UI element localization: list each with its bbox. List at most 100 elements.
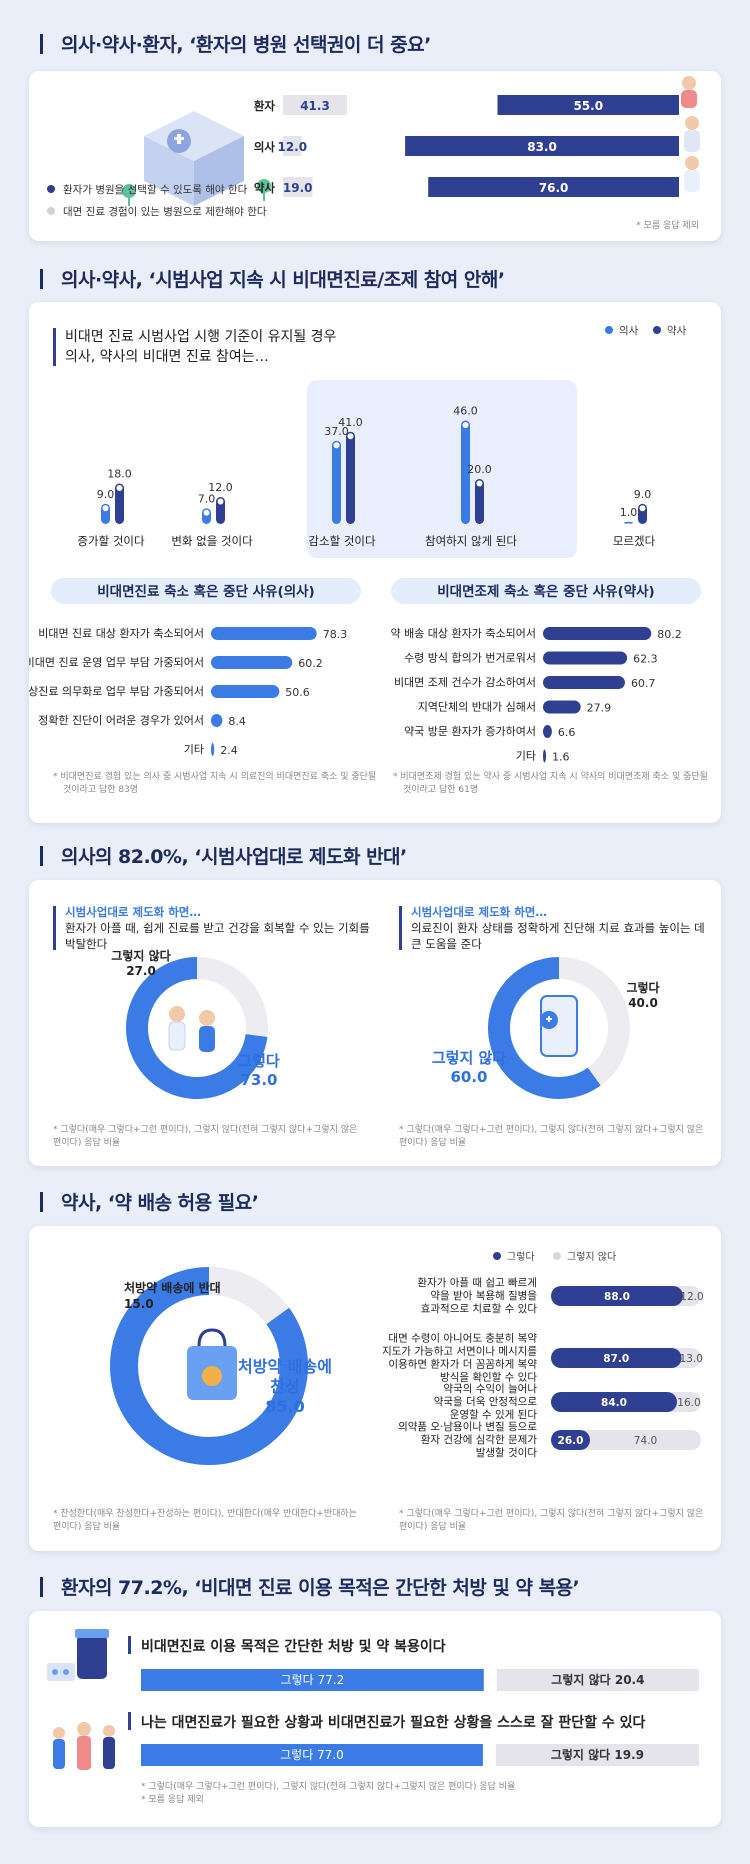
s2-bar-cap — [116, 485, 123, 491]
s3-right-text: 시범사업대로 제도화 하면… 의료진이 환자 상태를 정확하게 진단해 치료 효… — [411, 905, 705, 951]
s4-statement: 지도가 가능하고 서면이나 메시지를 — [382, 1345, 537, 1358]
s2-reason-bar — [211, 627, 317, 640]
s4-bar-yes — [551, 1348, 682, 1368]
s2-reason-label: 지역단체의 반대가 심해서 — [418, 700, 536, 714]
highlight-box — [307, 380, 577, 558]
s4-bar-yes — [551, 1430, 590, 1450]
s2-reason-bar — [211, 656, 293, 669]
hospital-illustration-icon — [122, 111, 271, 206]
svg-text:* 비대면진료 경험 있는 의사 중 시범사업 지속 시 의: * 비대면진료 경험 있는 의사 중 시범사업 지속 시 의료진의 비대면진료 … — [53, 770, 376, 782]
donut-slice — [208, 1267, 290, 1325]
s2-bar-label: 1.0 — [620, 506, 638, 519]
svg-text:비대면진료 이용 목적은 간단한 처방 및 약 복용이다: 비대면진료 이용 목적은 간단한 처방 및 약 복용이다 — [141, 1638, 446, 1655]
s1-chart: 환자가 병원을 선택할 수 있도록 해야 한다 대면 진료 경험이 있는 병원으… — [47, 76, 700, 231]
s2-reason-bar — [543, 627, 652, 640]
s4-bar-yes — [551, 1286, 683, 1306]
s2-reason-bar — [543, 651, 628, 665]
s2-reason-value: 80.2 — [657, 628, 682, 641]
shopping-bag-icon — [187, 1328, 237, 1400]
svg-text:편이다) 응답 비율: 편이다) 응답 비율 — [399, 1520, 466, 1532]
s5-bar-no — [495, 1744, 699, 1766]
s2-chart: 의사 약사 9.0 18.0 증가할 것이다 7.012.0 변화 없을 것이다 37.0… — [29, 325, 708, 795]
donut-slice — [126, 957, 268, 1099]
svg-text:* 그렇다(매우 그렇다+그런 편이다), 그렇지 않다(전: * 그렇다(매우 그렇다+그런 편이다), 그렇지 않다(전혀 그렇지 않다+그… — [141, 1780, 515, 1792]
s1-bar-restrict — [283, 95, 348, 115]
svg-text:편이다) 응답 비율: 편이다) 응답 비율 — [399, 1136, 466, 1148]
s2-reason-value: 2.4 — [220, 744, 238, 757]
donut-value: 73.0 — [240, 1071, 277, 1089]
s2-reason-label: 화상진료 의무화로 업무 부담 가중되어서 — [29, 685, 204, 698]
s2-subtitle: 비대면 진료 시범사업 시행 기준이 유지될 경우 의사, 약사의 비대면 진료 … — [65, 329, 337, 365]
section1-card: 환자가 병원을 선택할 수 있도록 해야 한다 대면 진료 경험이 있는 병원으… — [29, 71, 721, 241]
s4-bar-yes-label: 88.0 — [604, 1291, 630, 1303]
s2-reason-label: 정확한 진단이 어려운 경우가 있어서 — [38, 714, 204, 727]
s2-bar-cap — [639, 505, 646, 512]
s2-reason-label: 약 배송 대상 환자가 축소되어서 — [390, 626, 536, 640]
s1-bar-restrict — [283, 177, 313, 197]
s2-bar-label: 41.0 — [338, 416, 363, 429]
s4-statement: 방식을 확인할 수 있다 — [440, 1371, 537, 1384]
svg-text:* 모름 응답 제외: * 모름 응답 제외 — [141, 1793, 204, 1805]
s2-reason-bar — [211, 743, 215, 756]
donut-slice — [558, 957, 630, 1086]
s5-bar-yes — [141, 1744, 483, 1766]
s2-category-label: 참여하지 않게 된다 — [425, 534, 517, 548]
s4-statement: 대면 수령이 아니어도 충분히 복약 — [388, 1333, 537, 1345]
s2-category-label: 감소할 것이다 — [308, 534, 376, 548]
section5-title: 환자의 77.2%, ‘비대면 진료 이용 목적은 간단한 처방 및 약 복용’ — [40, 1573, 580, 1600]
s4-statement: 효과적으로 치료할 수 있다 — [421, 1303, 538, 1315]
pharmacist-figure-icon — [684, 156, 700, 192]
s5-bar-yes — [141, 1669, 484, 1691]
s2-bar-cap — [203, 509, 210, 516]
s1-bar-select — [405, 136, 679, 156]
svg-text:그렇지 않다: 그렇지 않다 — [567, 1250, 616, 1263]
donut-label: 그렇지 않다 — [111, 948, 170, 963]
svg-text:편이다) 응답 비율: 편이다) 응답 비율 — [53, 1136, 120, 1148]
s2-reason-label: 비대면 진료 운영 업무 부담 가중되어서 — [29, 656, 204, 669]
phone-medical-icon — [540, 995, 578, 1057]
svg-text:대면 진료 경험이 있는 병원으로 제한해야 한다: 대면 진료 경험이 있는 병원으로 제한해야 한다 — [63, 205, 267, 218]
s4-statement: 약을 받아 복용해 질병을 — [430, 1289, 537, 1302]
s1-bar-select — [428, 177, 679, 197]
donut-value: 15.0 — [124, 1297, 154, 1311]
s4-statement: 운영할 수 있게 된다 — [450, 1409, 538, 1421]
s2-reason-label: 수령 방식 합의가 번거로워서 — [404, 652, 536, 665]
s2-bar — [346, 431, 355, 524]
section3-card: 시범사업대로 제도화 하면… 환자가 아플 때, 쉽게 진료를 받고 건강을 회… — [29, 880, 721, 1166]
svg-text:의사: 의사 — [619, 325, 639, 337]
svg-text:약사: 약사 — [667, 325, 687, 337]
donut-slice — [488, 957, 601, 1099]
s4-bar-yes-label: 26.0 — [558, 1435, 584, 1447]
svg-text:나는 대면진료가 필요한 상황과 비대면진료가 필요한 상황: 나는 대면진료가 필요한 상황과 비대면진료가 필요한 상황을 스스로 잘 판단… — [141, 1714, 646, 1731]
s2-bar-label: 7.0 — [198, 492, 216, 505]
s1-category-label: 약사 — [254, 181, 276, 195]
doctor-figure-icon — [684, 116, 700, 152]
s5-bar-no-label: 그렇지 않다 20.4 — [551, 1672, 644, 1687]
s1-bar-label: 83.0 — [527, 140, 557, 154]
s2-reason-value: 27.9 — [587, 702, 612, 715]
s4-bar-yes-label: 87.0 — [603, 1353, 629, 1365]
donut-slice — [110, 1267, 308, 1465]
s1-bar-label: 12.0 — [277, 140, 307, 154]
section5-card: 비대면진료 이용 목적은 간단한 처방 및 약 복용이다 나는 대면진료가 필요… — [29, 1611, 721, 1827]
s3-left-text: 시범사업대로 제도화 하면… 환자가 아플 때, 쉽게 진료를 받고 건강을 회… — [65, 905, 370, 951]
s4-bar-no-label: 16.0 — [677, 1397, 700, 1409]
s2-bar — [216, 497, 225, 524]
s2-reason-label: 기타 — [516, 750, 536, 763]
s4-bar-no-label: 13.0 — [680, 1353, 703, 1365]
section4-card: 처방약 배송에 반대 15.0 처방약 배송에 찬성 85.0 그렇다 그렇지 않다 환… — [29, 1226, 721, 1551]
doctor-patient-icon — [168, 1006, 215, 1052]
s2-reason-label: 기타 — [184, 743, 204, 756]
s2-reason-label: 비대면 진료 대상 환자가 축소되어서 — [38, 627, 204, 640]
donut-label: 처방약 배송에 — [238, 1357, 332, 1376]
s4-statement: 발생할 것이다 — [476, 1447, 538, 1459]
svg-text:* 그렇다(매우 그렇다+그런 편이다), 그렇지 않다(전: * 그렇다(매우 그렇다+그런 편이다), 그렇지 않다(전혀 그렇지 않다+그… — [399, 1123, 703, 1135]
s2-bar-cap — [102, 505, 109, 512]
s2-reason-bar — [543, 725, 552, 738]
donut-label: 그렇다 — [238, 1052, 280, 1070]
svg-text:환자가 병원을 선택할 수 있도록 해야 한다: 환자가 병원을 선택할 수 있도록 해야 한다 — [63, 183, 248, 196]
s2-note-left-cont: 것이라고 답한 83명 — [63, 783, 138, 795]
legend-dot-select — [47, 185, 55, 193]
s2-note-right-cont: 것이라고 답한 61명 — [403, 783, 478, 795]
